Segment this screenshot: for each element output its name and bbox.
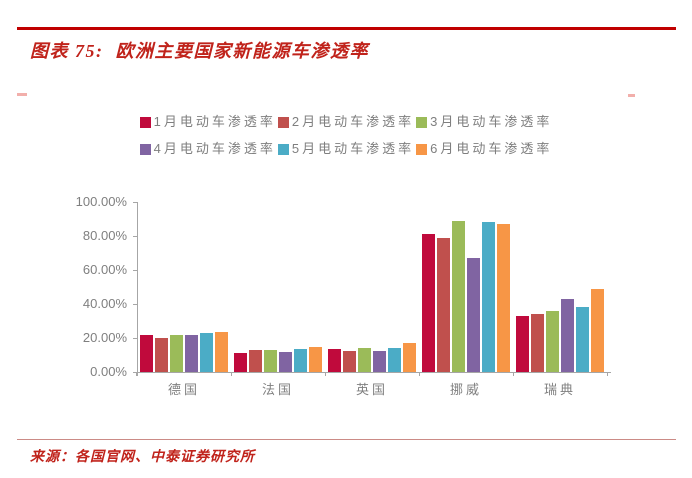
y-tick-label: 20.00%: [82, 330, 127, 345]
y-axis-line: [137, 202, 138, 376]
figure-title: 图表 75: 欧洲主要国家新能源车渗透率: [30, 41, 369, 61]
y-tick-label: 100.00%: [75, 194, 127, 209]
y-tick-mark: [133, 236, 137, 237]
x-tick-mark: [325, 372, 326, 376]
x-tick-mark: [607, 372, 608, 376]
x-tick-mark: [419, 372, 420, 376]
y-tick-label: 40.00%: [82, 296, 127, 311]
bar: [155, 338, 168, 372]
bar: [482, 222, 495, 372]
legend-label: 5月电动车渗透率: [291, 141, 415, 156]
y-tick-label: 60.00%: [82, 262, 127, 277]
bar: [388, 348, 401, 372]
bar-group-英国: [325, 202, 419, 372]
bar: [531, 314, 544, 372]
bar: [452, 220, 465, 372]
x-axis-line: [133, 372, 611, 373]
bar: [200, 332, 213, 372]
bar: [591, 288, 604, 372]
legend-item: 5月电动车渗透率: [277, 141, 415, 157]
bar: [546, 310, 559, 372]
bar: [343, 350, 356, 372]
category-label: 瑞典: [543, 382, 576, 397]
legend-swatch-icon: [416, 116, 428, 128]
legend-label: 2月电动车渗透率: [291, 114, 415, 129]
bar-group-法国: [231, 202, 325, 372]
bar-group-挪威: [419, 202, 513, 372]
y-tick-mark: [133, 372, 137, 373]
bar: [561, 298, 574, 372]
y-tick-mark: [133, 270, 137, 271]
bar: [249, 349, 262, 372]
legend-item: 2月电动车渗透率: [277, 114, 415, 130]
legend-swatch-icon: [277, 143, 289, 155]
legend-label: 3月电动车渗透率: [430, 114, 553, 129]
legend-swatch-icon: [277, 116, 289, 128]
bar: [576, 306, 589, 372]
bar: [373, 350, 386, 372]
bar: [437, 237, 450, 372]
legend-swatch-icon: [416, 143, 428, 155]
y-tick-mark: [133, 304, 137, 305]
legend-label: 1月电动车渗透率: [153, 114, 276, 129]
x-axis-category-labels: 德国 法国 英国 挪威 瑞典: [137, 379, 607, 398]
y-tick-mark: [133, 202, 137, 203]
bar: [185, 335, 198, 372]
x-tick-mark: [513, 372, 514, 376]
source-top-rule: [17, 439, 676, 440]
legend-item: 3月电动车渗透率: [416, 114, 552, 130]
bar-group-瑞典: [513, 202, 607, 372]
category-label: 德国: [167, 382, 200, 397]
bar-group-德国: [137, 202, 231, 372]
bar: [403, 343, 416, 372]
bar: [215, 332, 228, 372]
bar: [140, 335, 153, 372]
legend-row: 1月电动车渗透率 2月电动车渗透率 3月电动车渗透率: [139, 114, 553, 130]
category-label: 法国: [261, 382, 294, 397]
legend-item: 4月电动车渗透率: [139, 141, 276, 157]
bar: [294, 349, 307, 372]
legend-item: 1月电动车渗透率: [139, 114, 276, 130]
bar: [467, 258, 480, 372]
category-label: 英国: [355, 382, 388, 397]
bar: [516, 315, 529, 372]
legend-swatch-icon: [139, 143, 151, 155]
plot-area: [137, 202, 607, 372]
bar: [358, 348, 371, 372]
bar: [279, 352, 292, 372]
title-top-rule: [17, 27, 676, 30]
y-tick-mark: [133, 338, 137, 339]
y-tick-label: 0.00%: [90, 364, 127, 379]
bar: [497, 224, 510, 372]
legend-row: 4月电动车渗透率 5月电动车渗透率 6月电动车渗透率: [139, 141, 553, 157]
source-note: 来源：各国官网、中泰证券研究所: [30, 450, 255, 465]
left-margin-dash: [17, 93, 27, 96]
x-tick-mark: [231, 372, 232, 376]
bar: [309, 346, 322, 372]
chart-legend: 1月电动车渗透率 2月电动车渗透率 3月电动车渗透率 4月电动车渗透率 5月电动车渗透率…: [0, 114, 692, 157]
bar: [264, 349, 277, 372]
right-margin-dash: [628, 94, 635, 97]
category-label: 挪威: [449, 382, 482, 397]
bar: [422, 234, 435, 372]
legend-item: 6月电动车渗透率: [416, 141, 552, 157]
legend-label: 4月电动车渗透率: [153, 141, 276, 156]
legend-swatch-icon: [139, 116, 151, 128]
y-tick-label: 80.00%: [82, 228, 127, 243]
x-tick-mark: [136, 372, 137, 376]
bar: [234, 353, 247, 372]
legend-label: 6月电动车渗透率: [430, 141, 553, 156]
bar: [328, 349, 341, 372]
bar: [170, 334, 183, 372]
